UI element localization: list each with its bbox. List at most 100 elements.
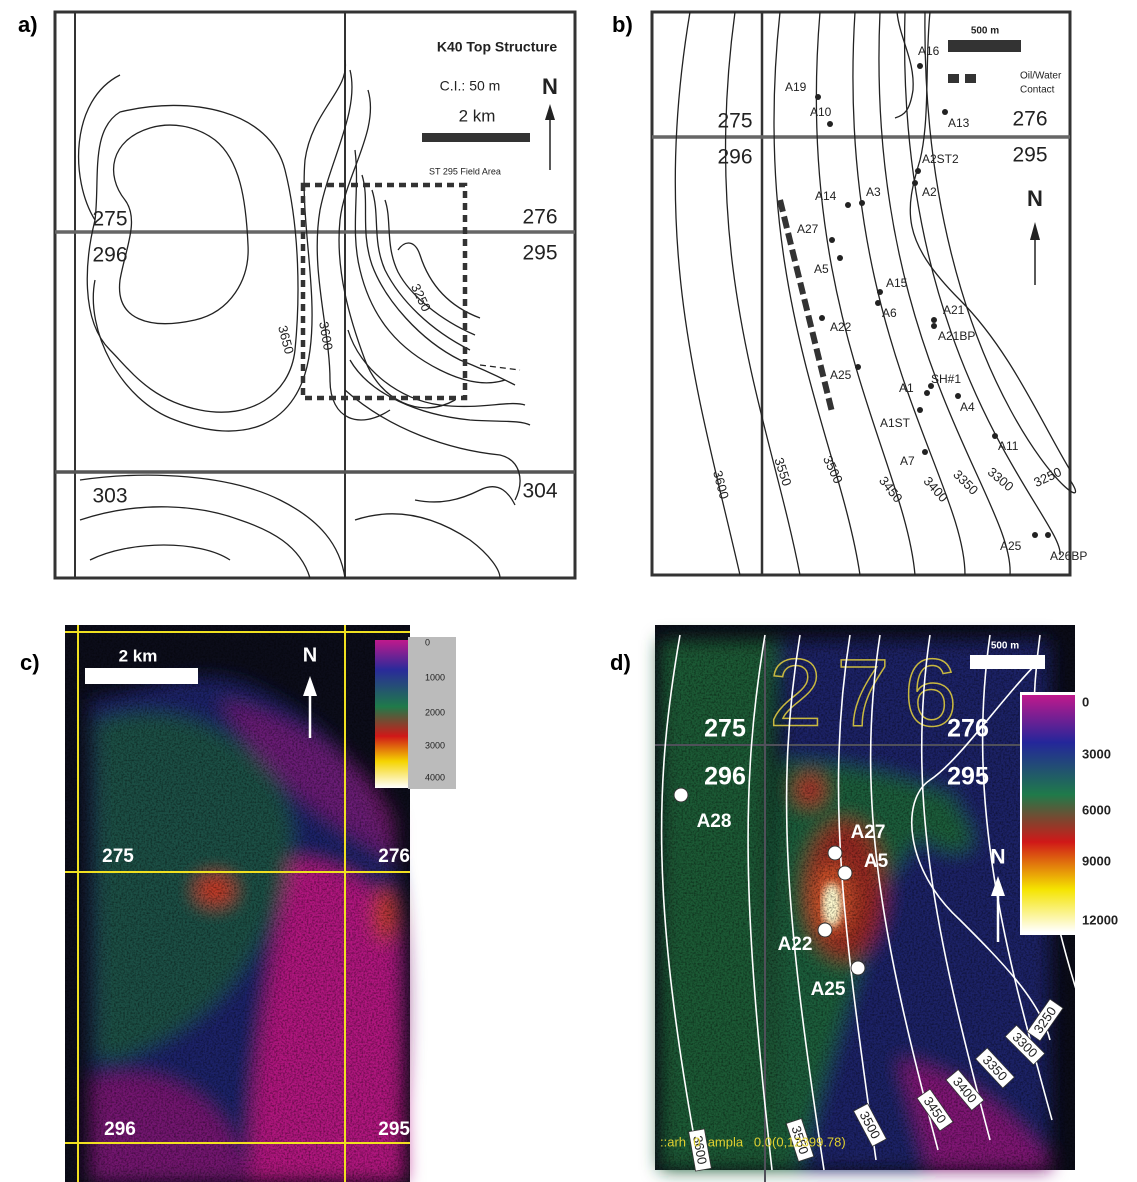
panel-label: b) (612, 12, 633, 37)
well-label: A25 (830, 368, 852, 382)
map-shape (85, 668, 198, 684)
block-label: 275 (102, 846, 134, 867)
colorbar-label: 12000 (1082, 912, 1118, 927)
well-label: A6 (882, 306, 897, 320)
well-label: A10 (810, 105, 832, 119)
colorbar-label: 3000 (1082, 746, 1111, 761)
well-label: A25 (1000, 539, 1022, 553)
well-label: A1ST (880, 416, 911, 430)
legend-label: Contact (1020, 85, 1055, 96)
well-marker (942, 109, 948, 115)
well-marker (917, 407, 923, 413)
block-label: 303 (92, 485, 127, 508)
panel-d: d) 276 500 m 275 276 296 295 N 0 3000 6 (610, 625, 1135, 1182)
map-shape (970, 655, 1045, 669)
block-label: 276 (378, 846, 410, 867)
panel-a: a) K40 Top Structure C.I (18, 12, 575, 578)
well-label: A27 (797, 222, 819, 236)
colorbar-label: 0 (1082, 694, 1089, 709)
panel-label: a) (18, 12, 38, 37)
north-label: N (303, 644, 317, 666)
well-label: A2ST2 (922, 152, 959, 166)
block-label: 295 (947, 763, 989, 791)
colorbar-label: 2000 (425, 707, 445, 717)
page: K40 structure and amplitude maps html, b… (0, 0, 1137, 1182)
scale-label: 500 m (971, 26, 999, 37)
map-shape (55, 12, 575, 578)
well-label: A27 (851, 822, 886, 843)
north-label: N (1027, 186, 1043, 211)
block-watermark: 276 (769, 639, 971, 746)
block-label: 295 (1012, 144, 1047, 167)
scale-label: 500 m (991, 641, 1019, 652)
well-marker (1032, 532, 1038, 538)
contour-interval: C.I.: 50 m (440, 78, 501, 94)
block-label: 296 (704, 763, 746, 791)
well-marker (674, 788, 688, 802)
well-marker (931, 317, 937, 323)
block-label: 304 (522, 480, 557, 503)
well-label: A22 (778, 934, 813, 955)
well-marker (855, 364, 861, 370)
well-label: A5 (864, 851, 889, 872)
block-label: 275 (717, 110, 752, 133)
well-marker (859, 200, 865, 206)
footer-readout: ::arh 0 ampla 0.0(0,12399.78) (660, 1134, 846, 1149)
map-shape (375, 640, 408, 788)
well-marker (924, 390, 930, 396)
well-label: A22 (830, 320, 852, 334)
well-marker (837, 255, 843, 261)
well-marker (875, 300, 881, 306)
colorbar-label: 1000 (425, 672, 445, 682)
block-label: 296 (92, 244, 127, 267)
legend-label: Oil/Water (1020, 71, 1062, 82)
block-label: 275 (92, 208, 127, 231)
well-label: A1 (899, 381, 914, 395)
scale-label: 2 km (459, 106, 496, 125)
well-marker (845, 202, 851, 208)
field-area-label: ST 295 Field Area (429, 166, 501, 176)
block-label: 275 (704, 715, 746, 743)
well-label: A21BP (938, 329, 975, 343)
block-label: 276 (1012, 108, 1047, 131)
well-label: A13 (948, 116, 970, 130)
colorbar-label: 4000 (425, 772, 445, 782)
colorbar-label: 9000 (1082, 853, 1111, 868)
well-label: A14 (815, 189, 837, 203)
well-label: A3 (866, 185, 881, 199)
scale-label: 2 km (119, 646, 158, 665)
well-marker (931, 323, 937, 329)
well-marker (818, 923, 832, 937)
well-label: A7 (900, 454, 915, 468)
well-label: SH#1 (931, 372, 961, 386)
well-marker (829, 237, 835, 243)
block-label: 295 (522, 242, 557, 265)
well-marker (815, 94, 821, 100)
north-label: N (990, 846, 1005, 869)
well-marker (955, 393, 961, 399)
well-label: A5 (814, 262, 829, 276)
well-marker (915, 168, 921, 174)
map-title: K40 Top Structure (437, 39, 558, 55)
well-marker (851, 961, 865, 975)
well-label: A25 (811, 979, 846, 1000)
panel-label: c) (20, 650, 40, 675)
well-marker (917, 63, 923, 69)
well-marker (827, 121, 833, 127)
well-marker (992, 433, 998, 439)
well-label: A19 (785, 80, 807, 94)
colorbar-label: 3000 (425, 740, 445, 750)
figure: a) K40 Top Structure C.I (0, 0, 1137, 1182)
well-marker (922, 449, 928, 455)
well-label: A11 (998, 439, 1019, 453)
map-shape (948, 74, 959, 83)
well-label: A16 (918, 44, 940, 58)
well-label: A28 (697, 811, 732, 832)
well-marker (838, 866, 852, 880)
well-marker (819, 315, 825, 321)
block-label: 276 (522, 206, 557, 229)
colorbar-label: 6000 (1082, 802, 1111, 817)
map-shape (65, 625, 410, 1182)
well-marker (1045, 532, 1051, 538)
block-label: 276 (947, 715, 989, 743)
